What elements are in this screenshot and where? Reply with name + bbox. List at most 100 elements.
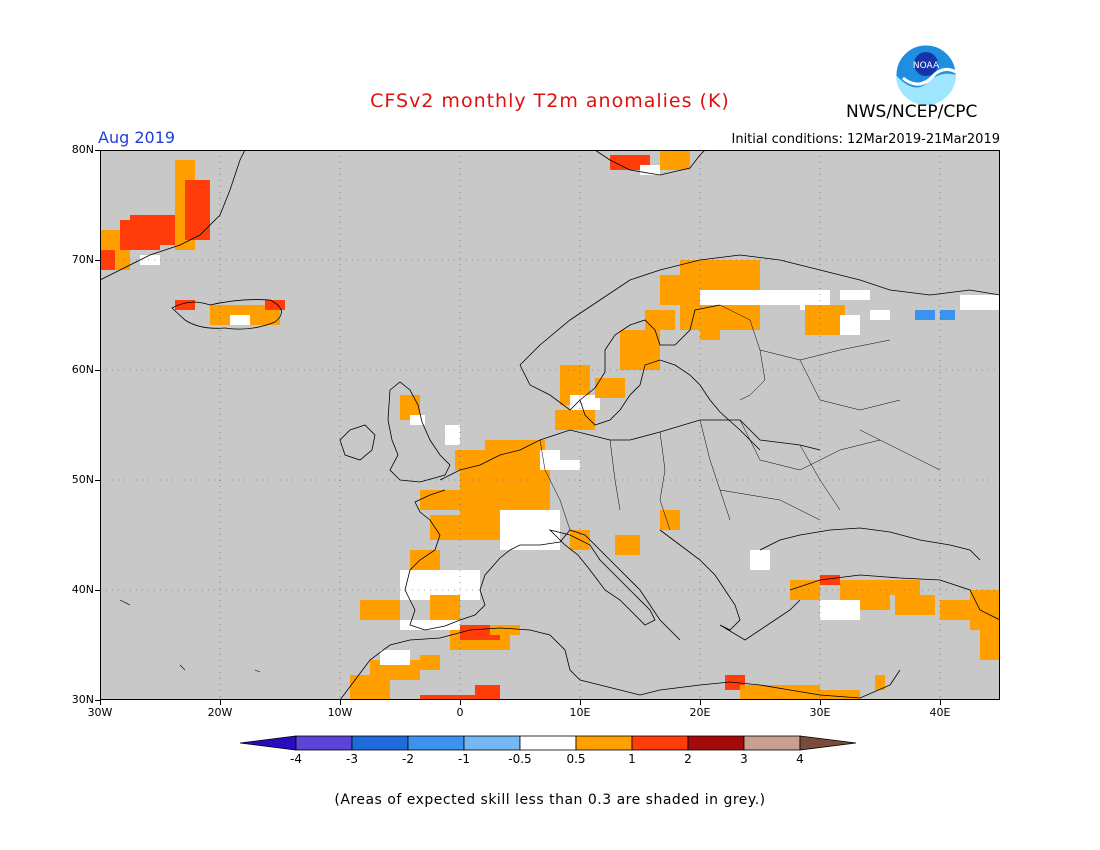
- anomaly-cell: [980, 630, 1000, 660]
- anomaly-cell: [350, 675, 390, 700]
- anomaly-cell: [700, 290, 800, 305]
- anomaly-cell: [490, 625, 520, 635]
- latitude-label: 50N: [71, 473, 94, 486]
- anomaly-cell: [840, 315, 860, 335]
- x-tick: [459, 700, 461, 705]
- target-month: Aug 2019: [98, 128, 176, 147]
- anomaly-cell: [970, 590, 1000, 630]
- y-tick: [95, 589, 100, 591]
- x-tick: [579, 700, 581, 705]
- x-tick: [699, 700, 701, 705]
- anomaly-cell: [805, 305, 845, 335]
- anomaly-map: [100, 150, 1000, 700]
- longitude-label: 20E: [689, 706, 711, 719]
- y-tick: [95, 259, 100, 261]
- colorbar-segment: [407, 735, 465, 751]
- anomaly-cell: [430, 595, 460, 620]
- anomaly-cell: [185, 180, 210, 240]
- map-background: [100, 150, 1000, 700]
- x-tick: [219, 700, 221, 705]
- anomaly-cells: [100, 150, 1000, 700]
- anomaly-cell: [895, 595, 935, 615]
- anomaly-cell: [420, 655, 440, 670]
- anomaly-cell: [230, 315, 250, 325]
- y-tick: [95, 479, 100, 481]
- latitude-label: 40N: [71, 583, 94, 596]
- anomaly-cell: [140, 255, 160, 265]
- longitude-label: 0: [456, 706, 464, 719]
- anomaly-cell: [660, 275, 690, 305]
- y-tick: [95, 369, 100, 371]
- longitude-label: 20W: [207, 706, 233, 719]
- anomaly-cell: [485, 440, 545, 470]
- colorbar-segment: [295, 735, 353, 751]
- anomaly-cell: [870, 310, 890, 320]
- anomaly-cell: [560, 460, 580, 470]
- anomaly-cell: [875, 675, 885, 690]
- anomaly-cell: [475, 685, 500, 700]
- noaa-logo: NOAA: [895, 44, 957, 110]
- anomaly-cell: [660, 150, 690, 170]
- anomaly-cell: [890, 580, 920, 595]
- anomaly-cell: [445, 425, 460, 445]
- anomaly-cell: [820, 600, 860, 620]
- anomaly-cell: [790, 580, 820, 600]
- graticule: [100, 150, 1000, 700]
- colorbar-segment: [463, 735, 521, 751]
- anomaly-cell: [840, 290, 870, 300]
- anomaly-cell: [820, 690, 860, 700]
- colorbar-label: -4: [290, 752, 302, 766]
- anomaly-cell: [570, 395, 600, 410]
- anomaly-cell: [960, 295, 1000, 310]
- anomaly-cell: [400, 620, 460, 630]
- colorbar-high-arrow: [799, 735, 857, 751]
- colorbar-segment: [743, 735, 801, 751]
- latitude-label: 70N: [71, 253, 94, 266]
- anomaly-cell: [660, 510, 680, 530]
- colorbar-segment: [519, 735, 577, 751]
- anomaly-cell: [175, 300, 195, 310]
- colorbar-segment: [351, 735, 409, 751]
- colorbar-segment: [631, 735, 689, 751]
- noaa-logo-text: NOAA: [913, 61, 940, 71]
- anomaly-cell: [820, 575, 840, 585]
- anomaly-cell: [380, 650, 410, 665]
- agency-label: NWS/NCEP/CPC: [846, 102, 978, 122]
- initial-conditions: Initial conditions: 12Mar2019-21Mar2019: [731, 132, 1001, 147]
- anomaly-cell: [410, 415, 425, 425]
- anomaly-cell: [265, 300, 285, 310]
- anomaly-cell: [100, 250, 115, 270]
- anomaly-cell: [540, 450, 560, 470]
- longitude-label: 10E: [569, 706, 591, 719]
- colorbar-label: 1: [628, 752, 636, 766]
- anomaly-cell: [915, 310, 935, 320]
- x-tick: [339, 700, 341, 705]
- anomaly-cell: [750, 550, 770, 570]
- anomaly-cell: [740, 685, 820, 700]
- colorbar-low-arrow: [240, 735, 297, 751]
- anomaly-cell: [595, 378, 625, 398]
- anomaly-cell: [555, 410, 595, 430]
- x-tick: [99, 700, 101, 705]
- colorbar-label: 0.5: [566, 752, 586, 766]
- anomaly-cell: [620, 330, 660, 370]
- anomaly-cell: [400, 395, 420, 420]
- footnote: (Areas of expected skill less than 0.3 a…: [334, 792, 766, 808]
- anomaly-cell: [645, 310, 675, 330]
- colorbar-label: 2: [684, 752, 692, 766]
- latitude-label: 30N: [71, 693, 94, 706]
- longitude-label: 10W: [327, 706, 353, 719]
- colorbar-label: -3: [346, 752, 358, 766]
- colorbar-segment: [687, 735, 745, 751]
- x-tick: [819, 700, 821, 705]
- longitude-label: 30E: [809, 706, 831, 719]
- colorbar-segment: [575, 735, 633, 751]
- anomaly-cell: [615, 535, 640, 555]
- longitude-label: 40E: [929, 706, 951, 719]
- anomaly-cell: [700, 310, 720, 340]
- colorbar-label: 4: [796, 752, 804, 766]
- anomaly-cell: [410, 550, 440, 570]
- y-tick: [95, 149, 100, 151]
- x-tick: [939, 700, 941, 705]
- colorbar: [240, 735, 857, 751]
